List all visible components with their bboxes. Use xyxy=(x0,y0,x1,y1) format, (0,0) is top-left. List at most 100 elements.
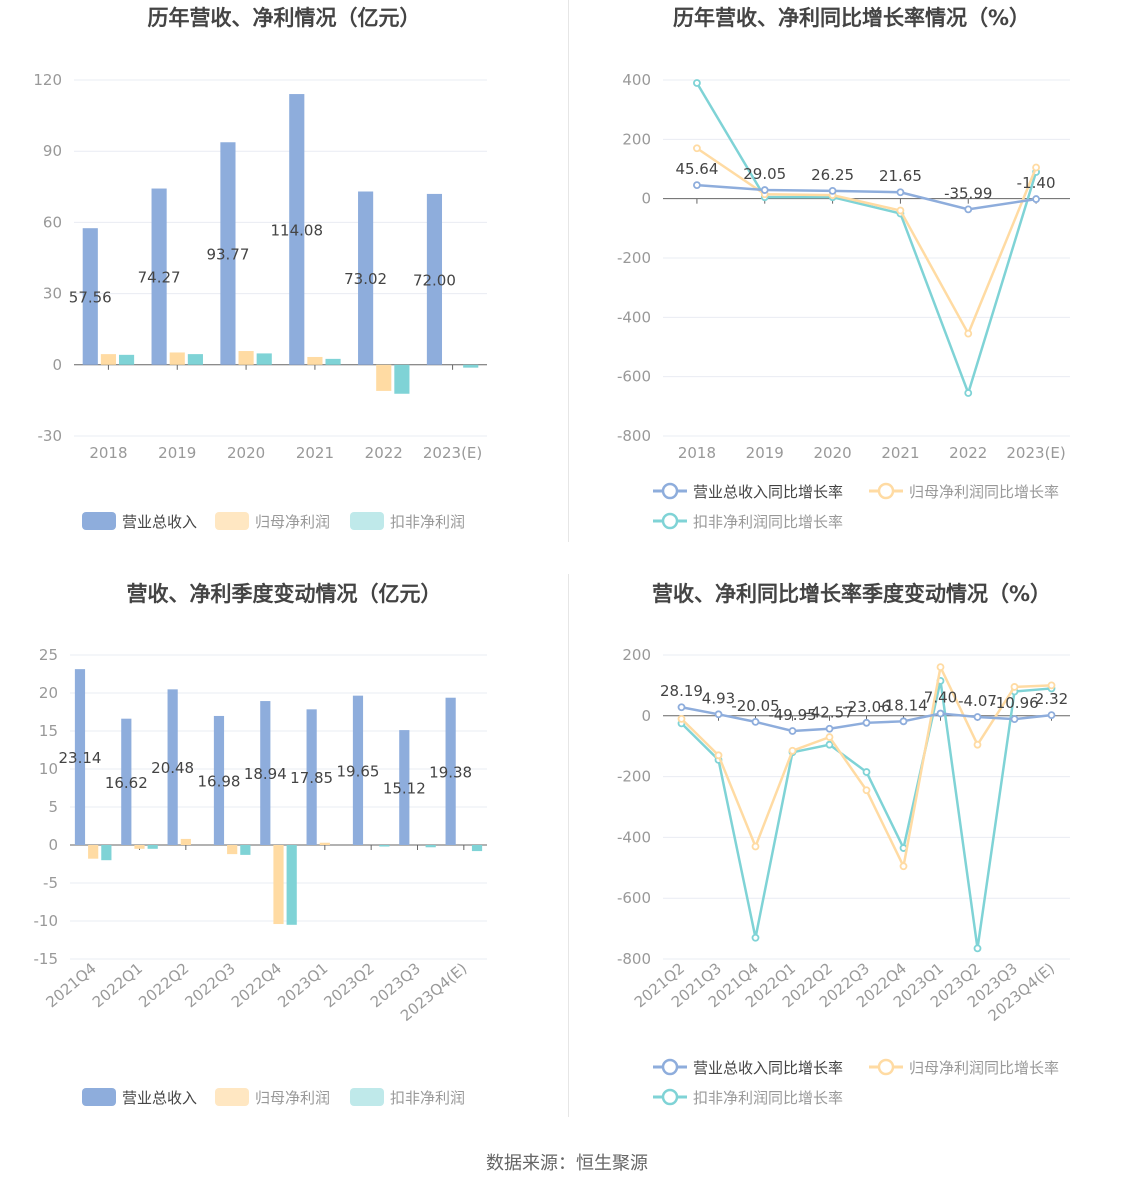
bar-1 xyxy=(445,697,456,845)
data-point-1 xyxy=(677,703,686,712)
legend-label: 营业总收入 xyxy=(122,513,197,531)
data-label: 2.32 xyxy=(1035,690,1068,708)
bar-3 xyxy=(325,358,341,365)
data-point-2 xyxy=(973,740,982,749)
legend-marker xyxy=(661,1058,679,1076)
data-point-1 xyxy=(828,186,837,195)
x-tick-label: 2023(E) xyxy=(423,444,482,462)
legend-marker xyxy=(877,482,895,500)
chart-title: 历年营收、净利同比增长率情况（%） xyxy=(673,6,1030,30)
legend-label: 归母净利润 xyxy=(255,513,330,531)
data-point-1 xyxy=(714,710,723,719)
y-tick-label: -400 xyxy=(617,828,651,846)
data-point-1 xyxy=(964,205,973,214)
y-tick-label: -600 xyxy=(617,889,651,907)
legend-label: 扣非净利润 xyxy=(390,513,465,531)
data-point-1 xyxy=(896,188,905,197)
data-label: -1.40 xyxy=(1017,174,1056,192)
data-point-1 xyxy=(973,713,982,721)
legend-marker xyxy=(661,1088,679,1106)
data-label: 29.05 xyxy=(743,165,786,183)
y-tick-label: 400 xyxy=(622,71,651,89)
y-tick-label: -400 xyxy=(617,308,651,326)
bar-1 xyxy=(352,695,364,845)
bar-3 xyxy=(118,354,135,365)
data-label: 45.64 xyxy=(675,160,718,178)
x-tick-label: 2023Q1 xyxy=(274,959,331,1011)
data-label: 16.62 xyxy=(105,774,148,792)
data-point-3 xyxy=(862,768,871,776)
data-label: 20.48 xyxy=(151,759,194,777)
data-label: 28.19 xyxy=(660,682,703,700)
bar-3 xyxy=(240,845,251,855)
data-label: 93.77 xyxy=(206,246,249,264)
data-label: -10.96 xyxy=(990,694,1038,712)
legend-label: 归母净利润同比增长率 xyxy=(909,1059,1059,1077)
data-point-3 xyxy=(964,389,973,397)
data-label: 74.27 xyxy=(138,269,181,287)
x-tick-label: 2019 xyxy=(158,444,196,462)
data-label: 19.38 xyxy=(429,763,472,781)
y-tick-label: 120 xyxy=(33,71,62,89)
bar-3 xyxy=(394,364,410,394)
data-label: 17.85 xyxy=(290,769,333,787)
bar-1 xyxy=(121,718,132,845)
data-point-3 xyxy=(973,944,982,953)
bar-3 xyxy=(463,364,479,368)
legend-swatch xyxy=(350,512,384,530)
data-label: -35.99 xyxy=(944,184,992,202)
bar-3 xyxy=(187,354,203,365)
x-tick-label: 2021 xyxy=(296,444,334,462)
x-tick-label: 2018 xyxy=(89,444,127,462)
y-tick-label: 90 xyxy=(43,142,62,160)
bar-2 xyxy=(180,838,191,845)
x-tick-label: 2023(E) xyxy=(1006,444,1065,462)
data-label: -42.57 xyxy=(805,704,853,722)
bar-2 xyxy=(307,356,323,365)
y-tick-label: 0 xyxy=(641,190,651,208)
y-tick-label: 5 xyxy=(48,798,58,816)
data-label: 21.65 xyxy=(879,167,922,185)
legend-label: 扣非净利润 xyxy=(390,1089,465,1107)
data-source: 数据来源：恒生聚源 xyxy=(486,1153,648,1174)
y-tick-label: 25 xyxy=(39,646,58,664)
legend-marker xyxy=(877,1058,895,1076)
legend-marker xyxy=(661,482,679,500)
bar-2 xyxy=(100,354,116,365)
y-tick-label: -600 xyxy=(617,368,651,386)
data-point-2 xyxy=(751,842,760,851)
data-point-2 xyxy=(862,786,871,795)
data-label: 57.56 xyxy=(69,288,112,306)
data-point-2 xyxy=(693,144,701,153)
x-tick-label: 2020 xyxy=(227,444,265,462)
data-point-1 xyxy=(825,724,834,733)
data-point-3 xyxy=(693,79,701,87)
bar-3 xyxy=(147,845,158,849)
data-label: 73.02 xyxy=(344,270,387,288)
data-point-2 xyxy=(788,746,797,755)
y-tick-label: -800 xyxy=(617,427,651,445)
y-tick-label: 15 xyxy=(39,722,58,740)
legend-label: 营业总收入 xyxy=(122,1089,197,1107)
x-tick-label: 2022Q3 xyxy=(182,959,239,1011)
x-tick-label: 2022Q2 xyxy=(135,959,192,1011)
data-point-1 xyxy=(1047,711,1056,719)
data-label: 19.65 xyxy=(336,762,379,780)
legend-swatch xyxy=(82,512,116,530)
y-tick-label: 0 xyxy=(641,707,651,725)
data-point-2 xyxy=(896,206,905,215)
data-point-2 xyxy=(714,751,723,760)
x-tick-label: 2022Q4 xyxy=(228,959,285,1011)
data-point-2 xyxy=(677,714,686,723)
data-point-2 xyxy=(899,862,908,871)
data-label: -4.07 xyxy=(958,692,997,710)
bar-3 xyxy=(101,845,112,861)
y-tick-label: -15 xyxy=(34,950,59,968)
bar-3 xyxy=(256,353,272,365)
bar-2 xyxy=(227,845,238,855)
bar-1 xyxy=(399,730,410,845)
bar-1 xyxy=(82,228,98,365)
data-label: 72.00 xyxy=(413,271,456,289)
chart-1: 历年营收、净利情况（亿元） -30 0 30 60 90 120 2018 2019 2020 20… xyxy=(33,6,487,531)
